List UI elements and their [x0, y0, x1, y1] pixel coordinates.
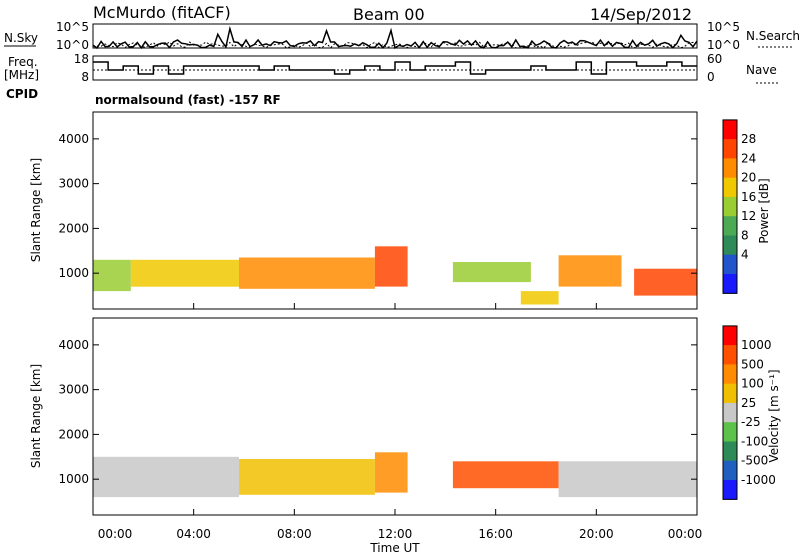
y-tick-label: 3000 [58, 177, 89, 191]
y-tick-label: 2000 [58, 221, 89, 235]
y-tick-label: 4000 [58, 338, 89, 352]
x-tick-label: 00:00 [668, 527, 703, 541]
freq-unit-label: [MHz] [4, 68, 39, 82]
colorbar-segment [723, 216, 737, 236]
nsearch-tick-top: 10^5 [707, 20, 740, 34]
colorbar-tick-label: 4 [741, 248, 749, 262]
cpid-label: CPID [6, 87, 38, 101]
x-tick-label: 12:00 [378, 527, 413, 541]
echo-band [558, 461, 697, 498]
colorbar-segment [723, 196, 737, 217]
power-colorbar: 28 24 20 16 12 8 4 [722, 119, 756, 294]
echo-band [634, 268, 697, 296]
colorbar-tick-label: 16 [741, 190, 756, 204]
colorbar-segment [723, 274, 737, 294]
colorbar-segment [723, 441, 737, 462]
y-tick-label: 2000 [58, 427, 89, 441]
colorbar-segment [723, 177, 737, 198]
colorbar-tick-label: 100 [741, 377, 764, 391]
nsearch-tick-bottom: 10^0 [707, 38, 740, 52]
colorbar-tick-label: 12 [741, 209, 756, 223]
colorbar-segment [723, 139, 737, 159]
x-tick-label: 20:00 [579, 527, 614, 541]
colorbar-tick-label: 500 [741, 357, 764, 371]
colorbar-segment [723, 235, 737, 256]
nave-label: Nave [746, 63, 777, 77]
nsky-tick-bottom: 10^0 [56, 38, 89, 52]
colorbar-segment [723, 345, 737, 365]
colorbar-segment [723, 460, 737, 481]
colorbar-segment [723, 383, 737, 404]
colorbar-tick-label: -1000 [741, 473, 776, 487]
nsky-trace [92, 25, 698, 50]
echo-band [374, 246, 408, 287]
velocity-yaxis: 4000 3000 2000 1000 [58, 338, 697, 486]
freq-trace [93, 61, 697, 75]
power-yaxis: 4000 3000 2000 1000 [58, 132, 697, 280]
echo-band [374, 452, 408, 493]
nave-tick-bottom: 0 [707, 70, 715, 84]
echo-band [239, 459, 375, 495]
y-tick-label: 1000 [58, 472, 89, 486]
echo-band [130, 259, 239, 287]
colorbar-tick-label: 1000 [741, 338, 772, 352]
x-tick-label: 08:00 [277, 527, 312, 541]
colorbar-tick-label: 8 [741, 229, 749, 243]
echo-band [452, 461, 559, 489]
y-tick-label: 4000 [58, 132, 89, 146]
colorbar-frame [722, 119, 738, 294]
nsearch-label: N.Search [746, 29, 800, 43]
echo-band [452, 262, 531, 283]
colorbar-tick-label: -100 [741, 435, 768, 449]
colorbar-tick-label: 25 [741, 396, 756, 410]
x-tick-label: 04:00 [176, 527, 211, 541]
nsky-tick-top: 10^5 [56, 20, 89, 34]
colorbar-frame [722, 325, 738, 500]
velocity-ylabel: Slant Range [km] [29, 364, 43, 468]
nsearch-trace [92, 41, 698, 49]
xaxis-label: Time UT [369, 541, 420, 554]
colorbar-tick-label: 24 [741, 151, 756, 165]
echo-band [93, 456, 239, 498]
beam-title: Beam 00 [353, 5, 425, 24]
colorbar-segment [723, 422, 737, 442]
colorbar-segment [723, 364, 737, 385]
colorbar-tick-label: 20 [741, 171, 756, 185]
colorbar-segment [723, 254, 737, 275]
colorbar-segment [723, 158, 737, 179]
y-tick-label: 3000 [58, 383, 89, 397]
freq-tick-bottom: 8 [81, 70, 89, 84]
y-tick-label: 1000 [58, 266, 89, 280]
nave-tick-top: 60 [707, 52, 722, 66]
velocity-colorbar-label: Velocity [m s⁻¹] [767, 369, 781, 462]
velocity-colorbar: 1000 500 100 25 -25 -100 -500 -1000 [722, 325, 776, 500]
x-tick-label: 16:00 [478, 527, 513, 541]
date-title: 14/Sep/2012 [590, 5, 692, 24]
power-colorbar-label: Power [dB] [757, 178, 771, 243]
power-plot-area [93, 246, 697, 305]
time-xaxis: 00:00 04:00 08:00 12:00 16:00 20:00 00:00 [92, 303, 703, 541]
echo-band [520, 291, 559, 305]
colorbar-tick-label: 28 [741, 132, 756, 146]
colorbar-segment [723, 325, 737, 346]
echo-band [558, 255, 622, 287]
colorbar-segment [723, 480, 737, 500]
station-title: McMurdo (fitACF) [93, 3, 231, 22]
colorbar-tick-label: -25 [741, 415, 761, 429]
power-ylabel: Slant Range [km] [29, 158, 43, 262]
echo-band [93, 259, 131, 292]
colorbar-tick-label: -500 [741, 454, 768, 468]
freq-panel-frame [92, 55, 698, 81]
cpid-value: normalsound (fast) -157 RF [95, 93, 281, 107]
x-tick-label: 00:00 [98, 527, 133, 541]
velocity-plot-area [93, 452, 697, 498]
colorbar-segment [723, 119, 737, 140]
echo-band [239, 257, 375, 289]
freq-label: Freq. [8, 55, 38, 69]
colorbar-segment [723, 402, 737, 423]
nsky-label: N.Sky [4, 31, 38, 45]
freq-tick-top: 18 [74, 52, 89, 66]
